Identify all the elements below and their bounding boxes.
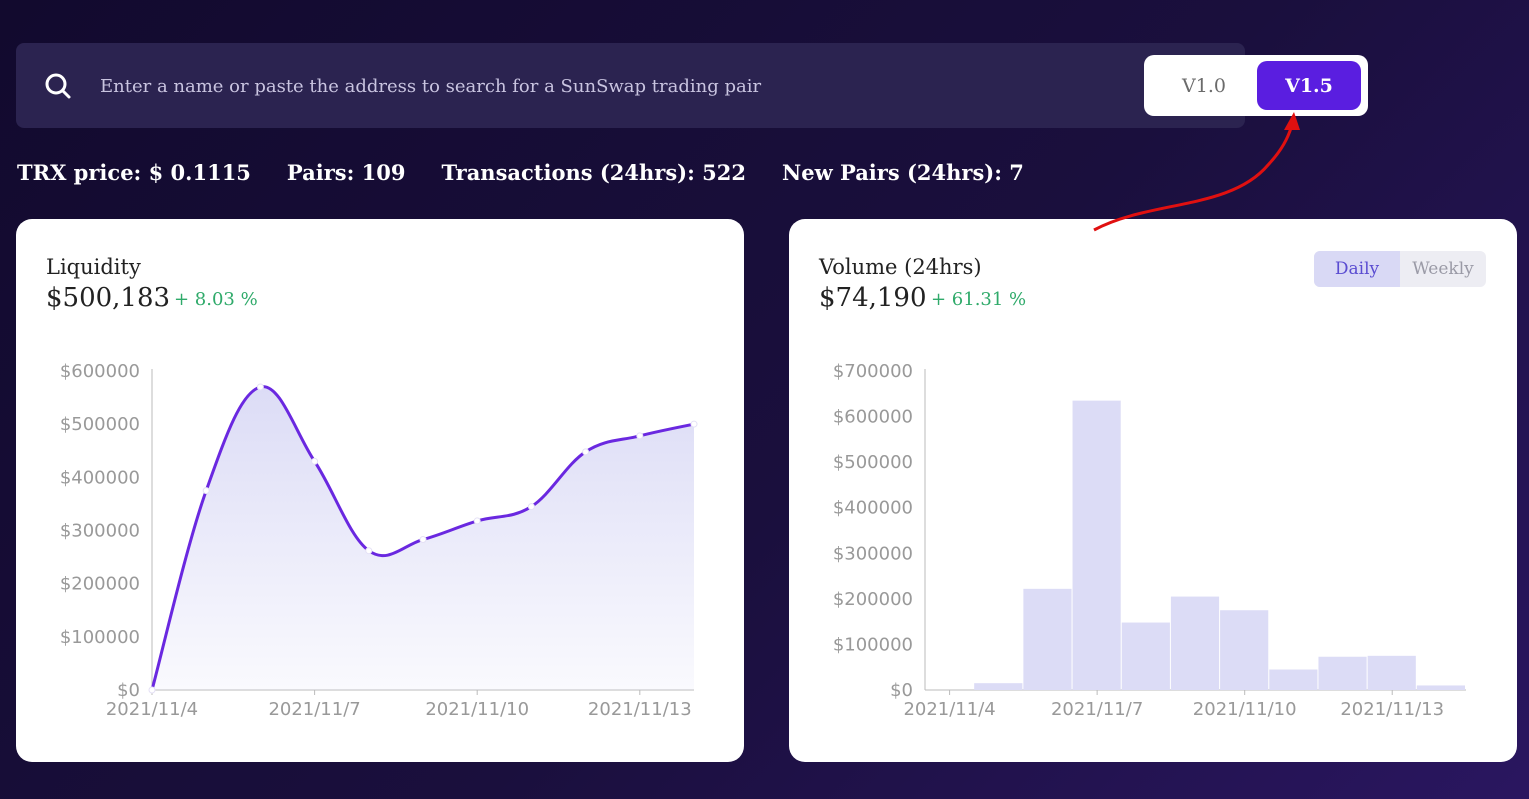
volume-bar <box>1072 400 1121 690</box>
liquidity-value: $500,183 <box>46 283 171 313</box>
y-tick-label: $600000 <box>60 361 140 382</box>
search-icon[interactable] <box>44 72 72 100</box>
volume-bar <box>1121 622 1170 690</box>
y-tick-label: $300000 <box>60 521 140 542</box>
x-tick-label: 2021/11/7 <box>1051 699 1143 720</box>
volume-value: $74,190 <box>819 283 927 313</box>
stats-bar: TRX price: $ 0.1115 Pairs: 109 Transacti… <box>17 160 1024 188</box>
y-tick-label: $500000 <box>60 414 140 435</box>
volume-bar <box>1367 655 1416 690</box>
liquidity-area <box>152 386 694 690</box>
liquidity-point <box>365 547 373 555</box>
liquidity-point <box>527 503 535 511</box>
volume-bar <box>1170 596 1220 690</box>
liquidity-change: + 8.03 % <box>174 289 258 310</box>
liquidity-chart: $0 $100000 $200000 $300000 $400000 $500000 $60… <box>60 361 698 720</box>
liquidity-point <box>582 448 590 456</box>
version-v1-5-button[interactable]: V1.5 <box>1257 61 1361 110</box>
y-tick-label: $0 <box>117 680 140 701</box>
y-tick-label: $200000 <box>833 589 913 610</box>
volume-card: Volume (24hrs) $74,190 + 61.31 % Daily W… <box>789 219 1517 762</box>
y-tick-label: $200000 <box>60 574 140 595</box>
x-tick-label: 2021/11/4 <box>106 699 198 720</box>
y-tick-label: $100000 <box>833 634 913 655</box>
y-tick-label: $0 <box>890 680 913 701</box>
liquidity-point <box>690 420 698 428</box>
period-toggle: Daily Weekly <box>1314 251 1486 287</box>
liquidity-point <box>148 686 156 694</box>
daily-tab[interactable]: Daily <box>1314 251 1400 287</box>
new-pairs-stat: New Pairs (24hrs): 7 <box>782 160 1024 185</box>
volume-bar <box>1023 588 1072 690</box>
x-tick-label: 2021/11/13 <box>1340 699 1444 720</box>
y-tick-label: $400000 <box>833 498 913 519</box>
y-tick-label: $400000 <box>60 467 140 488</box>
liquidity-point <box>202 487 210 495</box>
version-toggle: V1.0 V1.5 <box>1144 55 1368 116</box>
x-tick-label: 2021/11/10 <box>425 699 529 720</box>
liquidity-point <box>311 457 319 465</box>
x-tick-label: 2021/11/4 <box>903 699 995 720</box>
volume-bar <box>1318 656 1367 690</box>
volume-title: Volume (24hrs) <box>819 255 982 279</box>
y-tick-label: $700000 <box>833 361 913 382</box>
y-tick-label: $100000 <box>60 627 140 648</box>
weekly-tab[interactable]: Weekly <box>1412 259 1474 279</box>
liquidity-point <box>473 517 481 525</box>
annotation-arrow-line <box>1093 124 1294 232</box>
volume-bar <box>974 683 1023 690</box>
x-tick-label: 2021/11/7 <box>268 699 360 720</box>
volume-change: + 61.31 % <box>931 289 1027 310</box>
y-tick-label: $600000 <box>833 407 913 428</box>
y-tick-label: $300000 <box>833 543 913 564</box>
y-tick-label: $500000 <box>833 452 913 473</box>
version-v1-0-button[interactable]: V1.0 <box>1152 61 1256 110</box>
liquidity-point <box>419 536 427 544</box>
trx-price-stat: TRX price: $ 0.1115 <box>17 160 251 185</box>
pairs-stat: Pairs: 109 <box>286 160 406 185</box>
search-input[interactable] <box>100 68 1100 104</box>
volume-chart: $0 $100000 $200000 $300000 $400000 $500000 $60… <box>833 361 1466 720</box>
volume-bar <box>1220 610 1269 690</box>
transactions-stat: Transactions (24hrs): 522 <box>441 160 747 185</box>
x-tick-label: 2021/11/10 <box>1193 699 1297 720</box>
liquidity-card: Liquidity $500,183 + 8.03 % $0 $100000 $20… <box>16 219 744 762</box>
x-tick-label: 2021/11/13 <box>588 699 692 720</box>
volume-bar <box>1269 669 1318 690</box>
liquidity-title: Liquidity <box>46 255 141 279</box>
liquidity-point <box>636 432 644 440</box>
volume-bar <box>1416 685 1465 690</box>
liquidity-point <box>256 383 264 391</box>
